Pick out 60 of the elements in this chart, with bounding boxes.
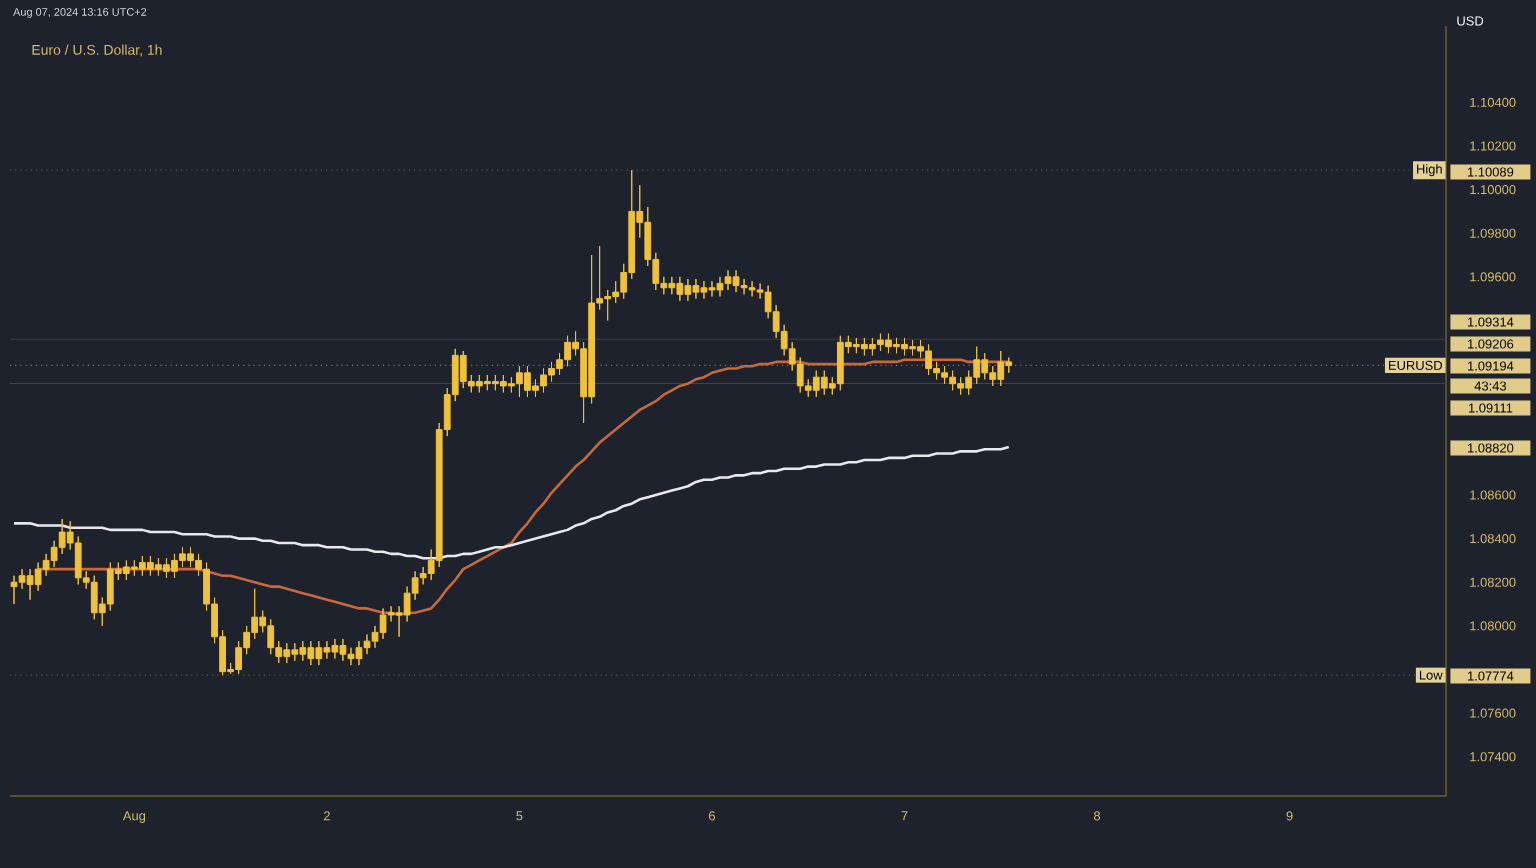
candlestick [155,557,162,577]
candlestick [836,335,844,391]
candlestick [684,278,692,302]
candlestick [147,555,154,577]
candlestick [130,559,138,577]
candlestick [331,638,339,660]
candlestick [283,642,291,664]
candlestick [163,557,170,579]
candlestick [379,607,387,640]
candlestick [901,337,908,356]
candlestick [820,370,828,396]
candlestick [893,337,900,354]
candlestick [941,365,948,385]
candlestick [491,374,499,391]
candlestick [732,269,740,293]
candlestick [499,374,507,393]
candlestick [339,638,347,662]
candlestick [740,278,748,295]
candlestick [852,337,860,354]
candlestick [483,374,491,391]
candlestick [700,280,708,300]
candlestick [668,276,676,295]
candlestick [516,365,523,398]
candlestick [861,337,868,356]
candlestick [692,278,700,300]
candlestick [171,553,178,579]
candlestick [267,618,275,655]
candlestick [187,546,194,568]
candlestick [676,276,684,302]
candlestick [90,575,98,620]
candlestick [708,280,716,297]
candlestick [540,367,547,393]
candlestick [524,365,531,398]
candlestick [475,374,483,393]
candlestick [909,339,916,356]
candlestick [315,640,323,666]
candlestick [748,280,756,297]
candlestick [949,370,957,391]
candlestick [925,343,932,376]
candlestick [34,562,42,592]
candlestick [138,555,146,577]
candlestick [981,352,989,380]
candlestick [347,647,355,666]
candlestick [885,333,892,354]
candlestick [812,370,820,398]
candlestick [564,335,571,367]
candlestick [724,269,732,291]
candlestick [997,350,1005,387]
candlestick [291,642,299,662]
candlestick [299,640,307,662]
candlestick [355,640,363,666]
candlestick [26,568,34,601]
candlestick [957,376,965,396]
candlestick [877,333,884,352]
candlestick [307,640,315,666]
candlestick [10,575,18,605]
candlestick [122,559,130,581]
candlestick [716,276,724,297]
candlestick [869,337,876,356]
candlestick [323,640,331,660]
